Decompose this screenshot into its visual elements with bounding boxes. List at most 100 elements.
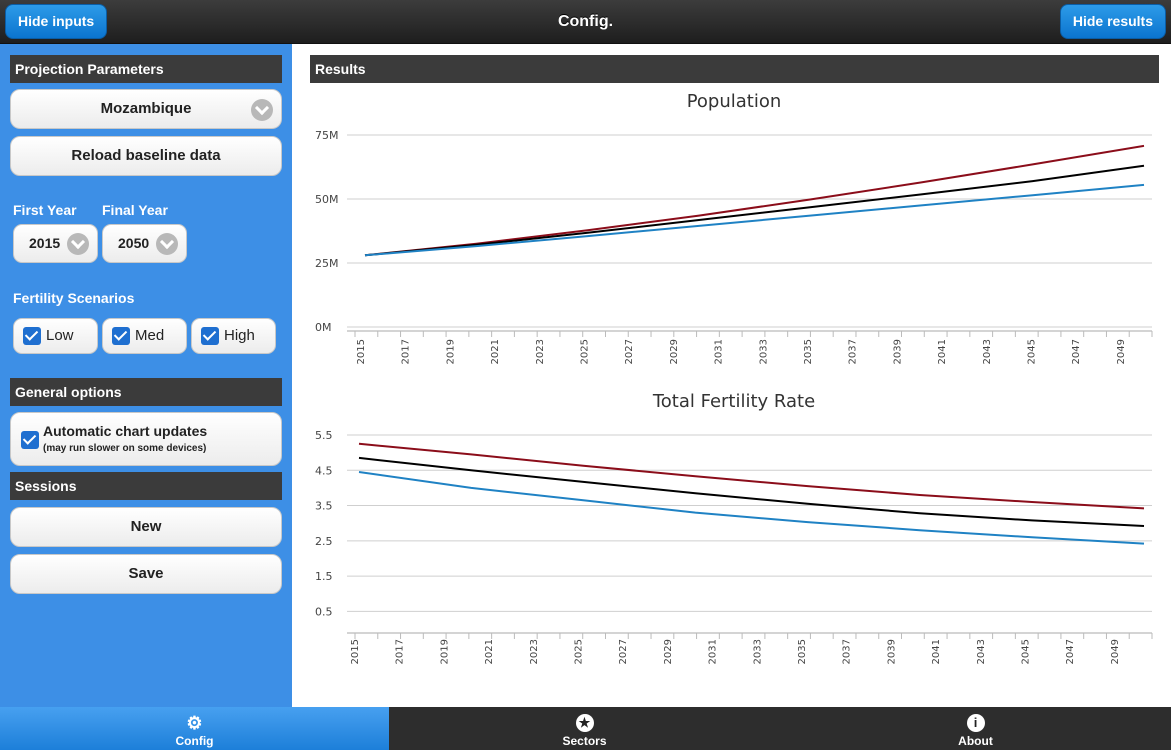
first-year-value: 2015	[29, 235, 61, 251]
y-tick-label: 0M	[315, 321, 332, 334]
chevron-down-icon	[67, 233, 89, 255]
x-tick-label: 2049	[1110, 639, 1121, 664]
x-tick-label: 2043	[976, 639, 987, 664]
country-value: Mozambique	[100, 100, 192, 117]
x-tick-label: 2029	[663, 639, 674, 664]
tab-label: Config	[175, 734, 214, 748]
sessions-header: Sessions	[10, 472, 282, 500]
star-icon: ★	[575, 714, 594, 732]
bottom-tab-bar: ⚙ Config ★ Sectors i About	[0, 707, 1171, 750]
scenario-med-checkbox[interactable]: Med	[102, 318, 187, 354]
results-charts: Population 0M 25M 50M 75M 2015 2017 2019 2021 202…	[315, 91, 1153, 664]
x-tick-label: 2041	[931, 639, 942, 664]
checkbox-checked-icon	[21, 431, 39, 449]
tab-about[interactable]: i About	[780, 707, 1171, 750]
auto-chart-updates-checkbox[interactable]: Automatic chart updates (may run slower …	[10, 412, 282, 466]
scenario-high-checkbox[interactable]: High	[191, 318, 276, 354]
hide-inputs-button[interactable]: Hide inputs	[5, 4, 108, 39]
country-select[interactable]: Mozambique	[10, 89, 282, 129]
x-tick-label: 2035	[797, 639, 808, 664]
scenario-label: Med	[135, 327, 165, 344]
scenario-label: High	[224, 327, 255, 344]
general-options-header: General options	[10, 378, 282, 406]
x-tick-label: 2043	[982, 339, 993, 364]
x-tick-label: 2029	[669, 339, 680, 364]
x-tick-label: 2019	[439, 639, 450, 664]
x-tick-label: 2045	[1027, 339, 1038, 364]
y-tick-label: 0.5	[315, 605, 333, 618]
y-tick-label: 3.5	[315, 500, 333, 513]
y-tick-label: 25M	[315, 257, 339, 270]
y-tick-label: 2.5	[315, 535, 333, 548]
y-tick-label: 4.5	[315, 464, 333, 477]
x-tick-label: 2023	[529, 639, 540, 664]
gear-icon: ⚙	[186, 713, 203, 733]
tab-config[interactable]: ⚙ Config	[0, 707, 389, 750]
final-year-value: 2050	[118, 235, 150, 251]
tab-label: Sectors	[562, 734, 607, 748]
first-year-select[interactable]: 2015	[13, 224, 98, 263]
x-tick-label: 2049	[1116, 339, 1127, 364]
series-line-high	[364, 144, 1145, 257]
y-tick-label: 75M	[315, 129, 339, 142]
x-tick-label: 2039	[886, 639, 897, 664]
x-tick-label: 2033	[758, 339, 769, 364]
y-tick-label: 5.5	[315, 429, 333, 442]
x-tick-label: 2017	[395, 639, 406, 664]
x-tick-label: 2047	[1071, 339, 1082, 364]
series-line-low	[358, 471, 1145, 545]
x-tick-label: 2025	[574, 639, 585, 664]
scenario-low-checkbox[interactable]: Low	[13, 318, 98, 354]
x-tick-label: 2035	[803, 339, 814, 364]
x-tick-label: 2019	[445, 339, 456, 364]
x-tick-label: 2047	[1065, 639, 1076, 664]
checkbox-checked-icon	[201, 327, 219, 345]
x-tick-label: 2031	[708, 639, 719, 664]
x-tick-label: 2025	[580, 339, 591, 364]
x-tick-label: 2045	[1021, 639, 1032, 664]
y-tick-label: 1.5	[315, 570, 333, 583]
new-session-button[interactable]: New	[10, 507, 282, 547]
y-tick-label: 50M	[315, 193, 339, 206]
reload-baseline-button[interactable]: Reload baseline data	[10, 136, 282, 176]
series-line-high	[358, 442, 1145, 510]
fertility-scenarios-label: Fertility Scenarios	[13, 290, 135, 306]
x-tick-label: 2015	[356, 339, 367, 364]
chevron-down-icon	[156, 233, 178, 255]
first-year-label: First Year	[13, 202, 77, 218]
x-tick-label: 2017	[401, 339, 412, 364]
x-tick-label: 2037	[848, 339, 859, 364]
checkbox-checked-icon	[112, 327, 130, 345]
chart-title: Total Fertility Rate	[652, 391, 815, 412]
tab-label: About	[958, 734, 993, 748]
x-tick-label: 2041	[937, 339, 948, 364]
series-line-med	[358, 456, 1145, 527]
save-session-button[interactable]: Save	[10, 554, 282, 594]
x-tick-label: 2021	[490, 339, 501, 364]
checkbox-checked-icon	[23, 327, 41, 345]
auto-update-note: (may run slower on some devices)	[43, 443, 207, 454]
results-header: Results	[310, 55, 1159, 83]
info-icon: i	[966, 714, 985, 732]
x-tick-label: 2027	[618, 639, 629, 664]
final-year-select[interactable]: 2050	[102, 224, 187, 263]
chart-title: Population	[687, 91, 782, 112]
x-tick-label: 2015	[350, 639, 361, 664]
chevron-down-icon	[251, 99, 273, 121]
top-toolbar: Hide inputs Config. Hide results	[0, 0, 1171, 44]
scenario-label: Low	[46, 327, 74, 344]
x-tick-label: 2037	[842, 639, 853, 664]
auto-update-label: Automatic chart updates	[43, 423, 208, 439]
x-tick-label: 2031	[714, 339, 725, 364]
page-title: Config.	[557, 13, 614, 30]
final-year-label: Final Year	[102, 202, 168, 218]
series-line-low	[364, 183, 1145, 257]
x-tick-label: 2021	[484, 639, 495, 664]
hide-results-button[interactable]: Hide results	[1059, 4, 1166, 39]
x-tick-label: 2039	[892, 339, 903, 364]
tab-sectors[interactable]: ★ Sectors	[389, 707, 780, 750]
x-tick-label: 2027	[624, 339, 635, 364]
projection-parameters-header: Projection Parameters	[10, 55, 282, 83]
x-tick-label: 2033	[752, 639, 763, 664]
series-line-med	[364, 164, 1145, 257]
